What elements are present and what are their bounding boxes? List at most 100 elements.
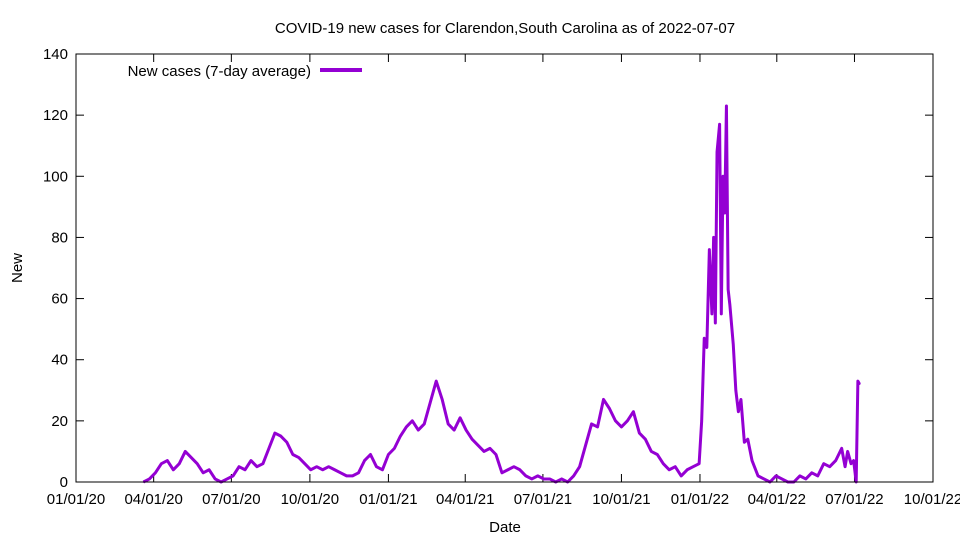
data-point	[816, 475, 819, 477]
data-point	[632, 410, 635, 413]
y-tick-label: 0	[60, 474, 68, 491]
data-point	[560, 478, 563, 480]
y-tick-label: 20	[51, 413, 68, 430]
data-point	[781, 478, 783, 480]
y-axis-ticks: 0 20 40 60 80 100 120 140	[43, 46, 933, 491]
data-point	[590, 423, 593, 425]
data-point	[477, 444, 479, 447]
data-point	[214, 478, 216, 480]
data-point	[280, 435, 282, 437]
data-point	[232, 475, 234, 477]
x-tick-label: 01/01/20	[47, 491, 105, 508]
data-point	[810, 472, 813, 474]
data-point	[441, 398, 443, 401]
data-point	[727, 288, 729, 291]
data-point	[411, 420, 414, 422]
x-tick-label: 04/01/21	[436, 491, 494, 508]
y-tick-label: 80	[51, 229, 68, 246]
data-point	[735, 389, 737, 392]
data-point	[716, 151, 718, 153]
data-point	[844, 465, 846, 468]
data-point	[351, 475, 354, 477]
data-point	[381, 468, 384, 471]
data-point	[743, 441, 746, 444]
data-point	[453, 429, 455, 431]
data-point	[751, 459, 753, 462]
data-point	[638, 432, 641, 434]
data-point	[196, 462, 199, 465]
data-point	[345, 475, 348, 477]
data-point	[393, 447, 396, 450]
data-point	[459, 417, 461, 419]
data-point	[775, 475, 777, 477]
data-point	[387, 453, 390, 456]
data-point	[471, 438, 473, 441]
data-point	[644, 438, 647, 441]
data-point	[763, 478, 765, 480]
y-tick-label: 60	[51, 291, 68, 308]
data-point	[737, 410, 740, 413]
data-point	[369, 453, 372, 456]
x-tick-label: 01/01/21	[359, 491, 417, 508]
data-point	[286, 441, 288, 444]
data-point	[662, 462, 665, 465]
data-point	[822, 462, 825, 465]
data-point	[154, 472, 157, 474]
data-point	[166, 459, 169, 462]
data-point	[417, 429, 420, 431]
data-point	[262, 462, 264, 465]
data-point	[680, 475, 682, 477]
x-tick-label: 07/01/22	[825, 491, 883, 508]
data-point	[268, 447, 270, 450]
data-point	[602, 398, 605, 401]
x-tick-label: 04/01/22	[748, 491, 806, 508]
data-point	[238, 465, 240, 468]
series-line	[142, 104, 861, 484]
x-tick-label: 10/01/21	[592, 491, 650, 508]
data-point	[805, 478, 807, 480]
data-point	[714, 322, 717, 324]
data-point	[250, 459, 252, 462]
x-axis-label: Date	[489, 519, 521, 536]
data-point	[507, 468, 509, 471]
x-tick-label: 01/01/22	[671, 491, 729, 508]
x-axis-ticks: 01/01/20 04/01/20 07/01/20 10/01/20 01/01/21…	[47, 54, 960, 508]
chart-title: COVID-19 new cases for Clarendon,South C…	[275, 20, 735, 37]
data-point	[692, 465, 694, 468]
data-point	[489, 447, 491, 450]
y-tick-label: 120	[43, 107, 68, 124]
data-point	[799, 475, 801, 477]
data-point	[718, 123, 721, 126]
data-point	[525, 475, 527, 477]
data-point	[190, 456, 193, 459]
data-point	[729, 303, 731, 306]
plot-frame	[75, 53, 934, 483]
data-point	[483, 450, 485, 453]
data-point	[435, 380, 438, 382]
y-tick-label: 40	[51, 352, 68, 369]
data-point	[501, 472, 503, 474]
data-point	[202, 472, 204, 474]
x-tick-label: 04/01/20	[124, 491, 182, 508]
data-point	[614, 420, 617, 422]
data-point	[495, 453, 497, 456]
series-layer	[142, 104, 861, 484]
data-point	[722, 175, 724, 178]
data-point	[668, 468, 671, 471]
data-point	[703, 337, 706, 340]
data-point	[208, 468, 210, 471]
data-point	[858, 383, 861, 385]
data-point	[315, 465, 318, 468]
data-point	[274, 432, 276, 434]
data-point	[757, 475, 759, 477]
data-point	[321, 468, 324, 471]
data-point	[700, 420, 703, 422]
data-point	[423, 423, 426, 425]
data-point	[429, 401, 432, 404]
data-point	[584, 444, 587, 447]
data-point	[333, 468, 336, 471]
data-point	[850, 462, 852, 465]
data-point	[292, 453, 294, 456]
data-point	[720, 313, 723, 315]
data-point	[178, 462, 181, 465]
